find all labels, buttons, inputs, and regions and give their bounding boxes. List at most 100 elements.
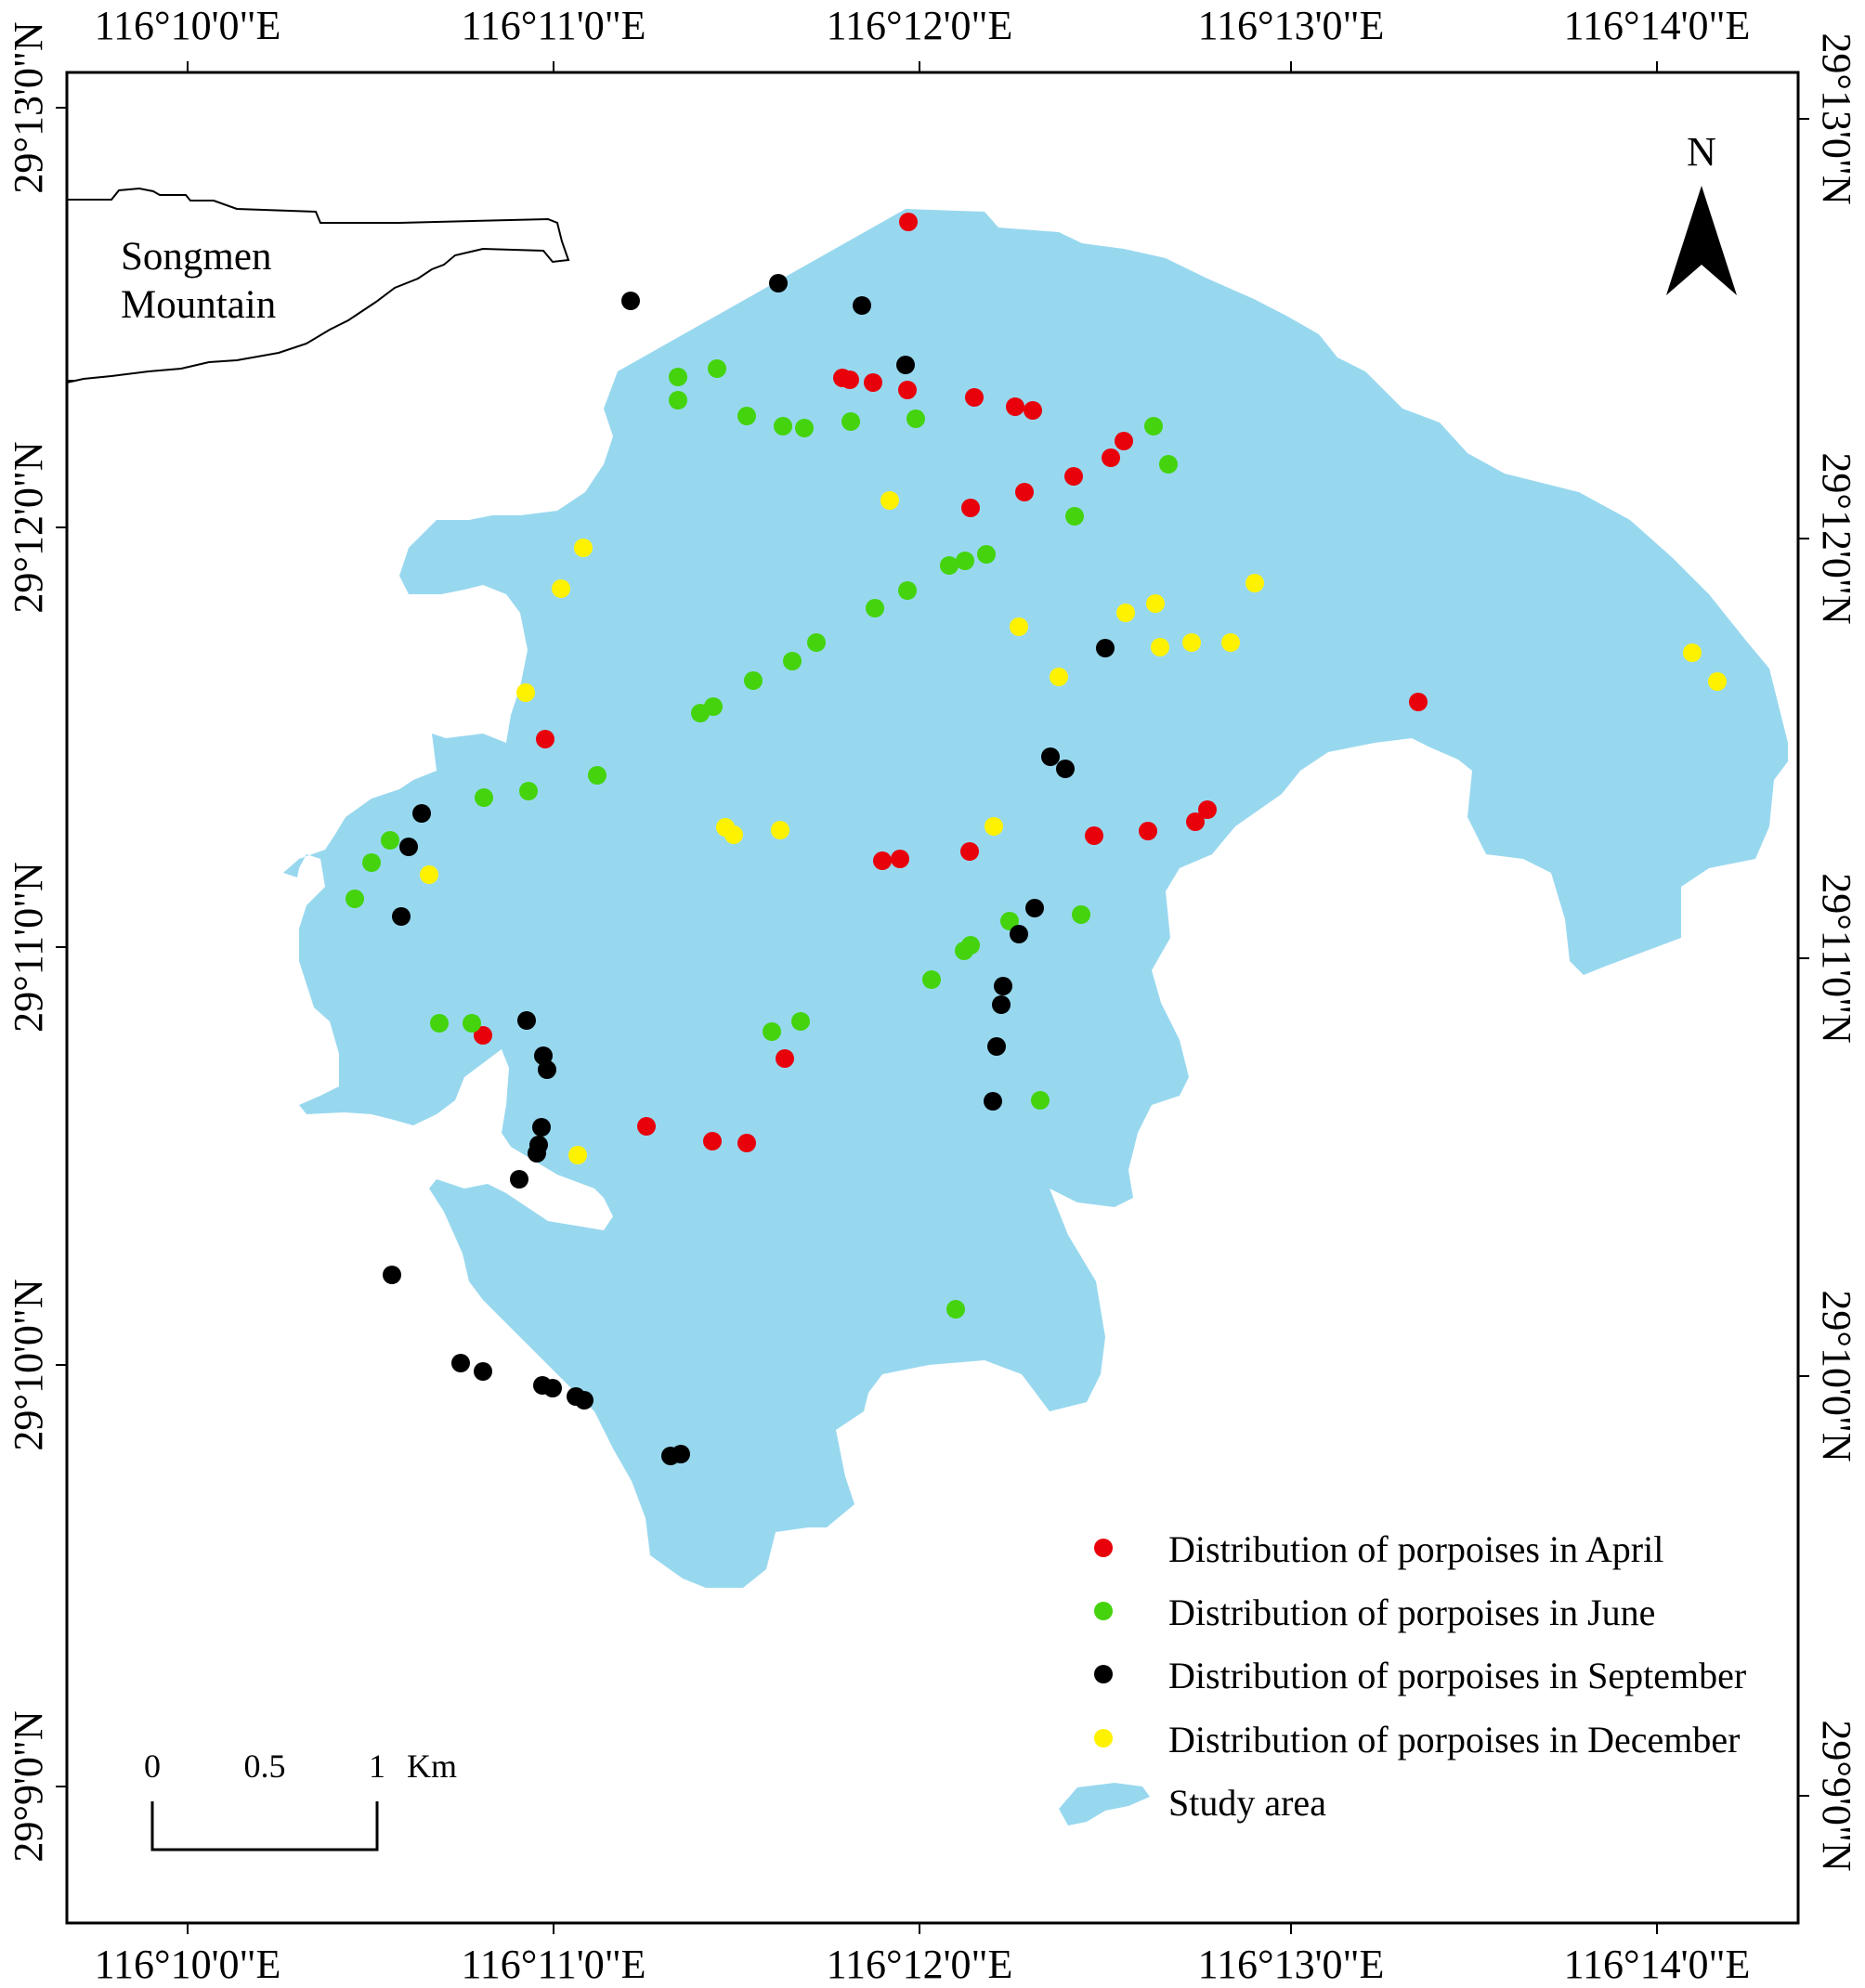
bottom-lon-label-4: 116°13'0"E bbox=[1198, 1942, 1385, 1987]
june-sighting-point bbox=[669, 391, 687, 409]
right-latitude-axis: 29°13'0"N 29°12'0"N 29°11'0"N 29°10'0"N … bbox=[1798, 32, 1859, 1872]
april-sighting-point bbox=[891, 850, 909, 868]
songmen-mountain-outline bbox=[66, 187, 570, 383]
june-sighting-point bbox=[708, 359, 726, 378]
september-sighting-point bbox=[474, 1362, 492, 1381]
april-sighting-point bbox=[536, 730, 554, 748]
december-sighting-point bbox=[1182, 633, 1201, 652]
top-lon-label-1: 116°10'0"E bbox=[95, 3, 281, 48]
april-sighting-point bbox=[1006, 397, 1024, 416]
june-sighting-point bbox=[475, 788, 493, 807]
december-sighting-point bbox=[516, 683, 535, 702]
april-sighting-point bbox=[841, 370, 859, 389]
place-label-mountain: Mountain bbox=[121, 283, 276, 327]
june-sighting-point bbox=[774, 417, 792, 435]
bottom-lon-label-2: 116°11'0"E bbox=[461, 1942, 646, 1987]
december-sighting-point bbox=[1116, 604, 1135, 622]
june-sighting-point bbox=[955, 942, 973, 960]
legend: Distribution of porpoises in April Distr… bbox=[1059, 1528, 1746, 1826]
right-lat-label-2: 29°12'0"N bbox=[1814, 452, 1859, 624]
june-sighting-point bbox=[346, 890, 364, 908]
april-sighting-point bbox=[965, 388, 984, 407]
september-sighting-point bbox=[769, 274, 788, 292]
scale-bar: 0 0.5 1 Km bbox=[144, 1748, 457, 1852]
april-sighting-point bbox=[961, 499, 980, 517]
north-arrow-label: N bbox=[1687, 129, 1716, 175]
april-sighting-point bbox=[960, 842, 979, 861]
june-sighting-point bbox=[691, 704, 710, 722]
april-sighting-point bbox=[637, 1117, 656, 1136]
april-sighting-point bbox=[1024, 401, 1042, 420]
september-sighting-point bbox=[1096, 639, 1115, 657]
june-sighting-point bbox=[381, 831, 399, 850]
april-sighting-point bbox=[703, 1132, 722, 1150]
december-sighting-point bbox=[1010, 617, 1028, 636]
june-sighting-point bbox=[744, 671, 763, 690]
left-lat-label-4: 29°10'0"N bbox=[6, 1279, 51, 1450]
june-sighting-point bbox=[1031, 1091, 1050, 1110]
december-sightings bbox=[420, 491, 1727, 1164]
december-sighting-point bbox=[1050, 668, 1068, 686]
scale-label-half: 0.5 bbox=[244, 1748, 286, 1785]
bottom-lon-label-5: 116°14'0"E bbox=[1564, 1942, 1751, 1987]
scale-label-1: 1 bbox=[369, 1748, 385, 1785]
legend-april-dot bbox=[1094, 1539, 1113, 1557]
legend-april-label: Distribution of porpoises in April bbox=[1168, 1528, 1663, 1570]
april-sighting-point bbox=[1186, 812, 1205, 831]
june-sighting-point bbox=[783, 652, 802, 670]
legend-june-dot bbox=[1094, 1602, 1113, 1620]
june-sighting-point bbox=[669, 368, 687, 386]
june-sighting-point bbox=[841, 412, 860, 431]
september-sighting-point bbox=[1010, 925, 1028, 943]
june-sighting-point bbox=[795, 419, 814, 437]
september-sighting-point bbox=[534, 1046, 553, 1065]
april-sighting-point bbox=[1064, 467, 1083, 486]
december-sighting-point bbox=[1151, 638, 1169, 656]
north-arrow: N bbox=[1666, 129, 1737, 295]
right-lat-label-4: 29°10'0"N bbox=[1814, 1290, 1859, 1462]
september-sighting-point bbox=[392, 907, 411, 926]
april-sighting-point bbox=[1139, 822, 1157, 840]
april-sighting-point bbox=[737, 1134, 756, 1152]
december-sighting-point bbox=[1246, 574, 1264, 592]
june-sighting-point bbox=[940, 556, 959, 575]
june-sighting-point bbox=[519, 782, 538, 800]
right-lat-label-1: 29°13'0"N bbox=[1814, 32, 1859, 204]
april-sighting-point bbox=[1015, 483, 1034, 501]
top-lon-label-3: 116°12'0"E bbox=[827, 3, 1013, 48]
legend-june-label: Distribution of porpoises in June bbox=[1168, 1592, 1655, 1633]
left-lat-label-2: 29°12'0"N bbox=[6, 441, 51, 613]
bottom-lon-label-1: 116°10'0"E bbox=[95, 1942, 281, 1987]
september-sighting-point bbox=[992, 995, 1011, 1014]
legend-september-label: Distribution of porpoises in September bbox=[1168, 1655, 1746, 1696]
legend-december-dot bbox=[1094, 1729, 1113, 1748]
september-sighting-point bbox=[1025, 899, 1044, 917]
june-sighting-point bbox=[791, 1012, 810, 1031]
september-sighting-point bbox=[399, 838, 418, 856]
june-sighting-point bbox=[977, 545, 996, 564]
top-longitude-axis: 116°10'0"E 116°11'0"E 116°12'0"E 116°13'… bbox=[95, 3, 1750, 72]
december-sighting-point bbox=[1708, 672, 1727, 691]
right-lat-label-5: 29°9'0"N bbox=[1814, 1720, 1859, 1871]
june-sighting-point bbox=[362, 853, 381, 872]
september-sighting-point bbox=[575, 1391, 593, 1410]
june-sighting-point bbox=[898, 581, 917, 600]
september-sighting-point bbox=[383, 1266, 401, 1284]
june-sighting-point bbox=[763, 1022, 781, 1041]
bottom-longitude-axis: 116°10'0"E 116°11'0"E 116°12'0"E 116°13'… bbox=[95, 1923, 1751, 1987]
december-sighting-point bbox=[552, 579, 570, 598]
december-sighting-point bbox=[771, 821, 789, 839]
september-sighting-point bbox=[538, 1060, 556, 1079]
june-sighting-point bbox=[922, 970, 941, 989]
september-sighting-point bbox=[510, 1170, 528, 1189]
study-area-polygon bbox=[283, 209, 1788, 1588]
scale-label-0: 0 bbox=[144, 1748, 161, 1785]
june-sightings bbox=[346, 359, 1178, 1319]
june-sighting-point bbox=[866, 599, 884, 617]
april-sighting-point bbox=[898, 381, 917, 399]
top-lon-label-4: 116°13'0"E bbox=[1198, 3, 1385, 48]
september-sighting-point bbox=[528, 1144, 546, 1163]
right-lat-label-3: 29°11'0"N bbox=[1814, 873, 1859, 1044]
september-sighting-point bbox=[672, 1445, 690, 1463]
